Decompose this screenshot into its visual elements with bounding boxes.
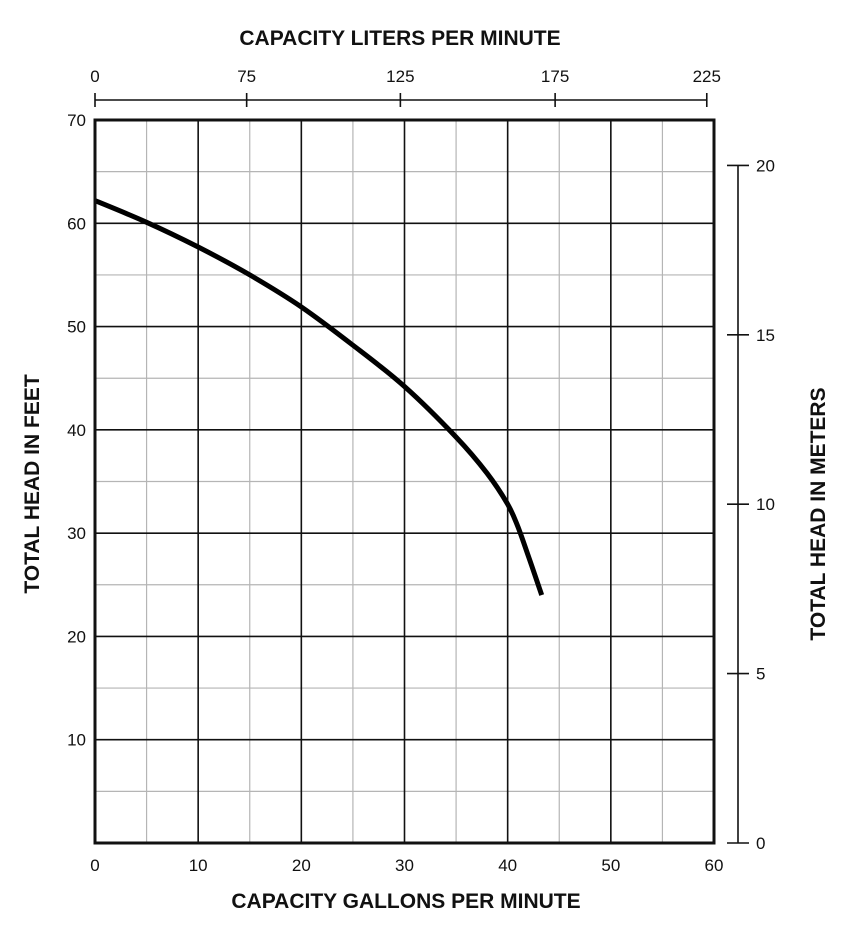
right-tick-label: 20 (756, 156, 775, 175)
x-tick-label: 20 (292, 856, 311, 875)
curve-layer (94, 198, 545, 596)
y-tick-label: 60 (67, 214, 86, 233)
top-tick-label: 175 (541, 67, 569, 86)
y-tick-label: 20 (67, 627, 86, 646)
y-tick-label: 40 (67, 421, 86, 440)
x-tick-label: 0 (90, 856, 99, 875)
x-tick-label: 50 (601, 856, 620, 875)
top-axis-title: CAPACITY LITERS PER MINUTE (239, 27, 560, 50)
top-tick-label: 225 (693, 67, 721, 86)
right-axis-title: TOTAL HEAD IN METERS (807, 387, 830, 640)
right-tick-label: 10 (756, 495, 775, 514)
performance-curve-0 (94, 198, 545, 596)
grid-layer (95, 120, 714, 843)
x-tick-label: 30 (395, 856, 414, 875)
bottom-axis-title: CAPACITY GALLONS PER MINUTE (231, 890, 580, 913)
plot-border-layer (93, 118, 716, 845)
top-tick-label: 0 (90, 67, 99, 86)
plot-border (93, 118, 716, 845)
left-axis-title: TOTAL HEAD IN FEET (21, 374, 44, 594)
x-tick-label: 40 (498, 856, 517, 875)
y-tick-label: 10 (67, 731, 86, 750)
right-tick-label: 0 (756, 834, 765, 853)
right-tick-label: 5 (756, 665, 765, 684)
y-tick-label: 70 (67, 111, 86, 130)
top-tick-label: 125 (386, 67, 414, 86)
y-tick-label: 50 (67, 318, 86, 337)
x-tick-label: 10 (189, 856, 208, 875)
y-tick-label: 30 (67, 524, 86, 543)
top-tick-label: 75 (237, 67, 256, 86)
x-tick-label: 60 (705, 856, 724, 875)
right-tick-label: 15 (756, 326, 775, 345)
